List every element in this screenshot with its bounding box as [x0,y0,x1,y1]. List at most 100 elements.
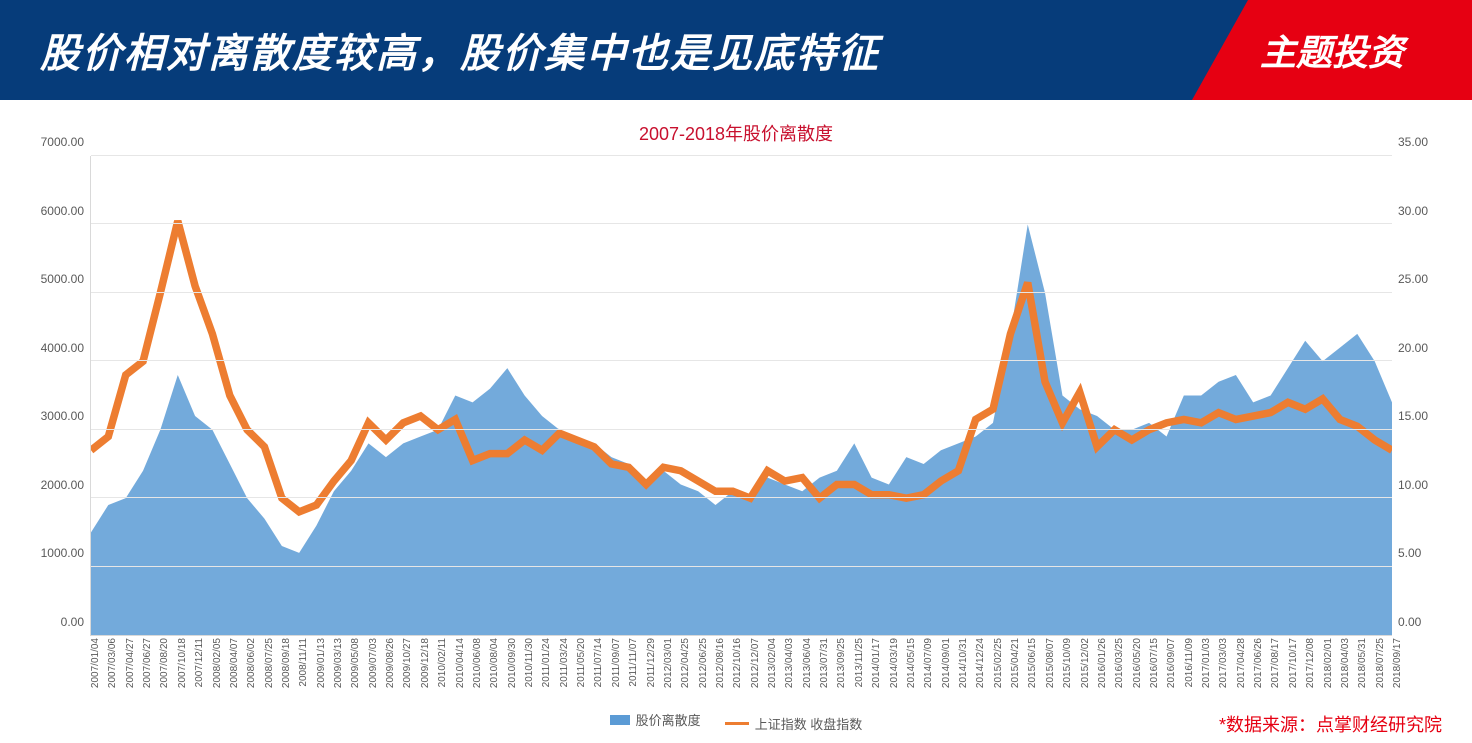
x-tick: 2015/04/21 [1010,638,1021,688]
x-tick: 2011/01/24 [541,638,552,687]
x-tick: 2008/11/11 [298,638,309,687]
x-tick: 2010/09/30 [507,638,518,688]
slide-title: 股价相对离散度较高，股价集中也是见底特征 [40,21,880,79]
x-tick: 2017/03/03 [1218,638,1229,688]
x-tick: 2008/06/02 [246,638,257,688]
x-tick: 2011/07/14 [593,638,604,687]
x-tick: 2014/10/31 [958,638,969,688]
legend-item: 上证指数 收盘指数 [725,714,863,733]
y-axis-left: 0.001000.002000.003000.004000.005000.006… [30,156,90,636]
area-series [91,224,1392,635]
x-tick: 2011/03/24 [559,638,570,687]
x-tick: 2010/11/30 [524,638,535,687]
gridline [91,429,1392,430]
x-tick: 2017/12/08 [1305,638,1316,688]
x-tick: 2010/04/14 [455,638,466,688]
x-tick: 2018/04/03 [1340,638,1351,688]
x-tick: 2018/02/01 [1323,638,1334,688]
legend-label: 上证指数 收盘指数 [755,714,863,733]
x-tick: 2018/05/31 [1357,638,1368,688]
x-tick: 2014/12/24 [975,638,986,688]
x-tick: 2012/04/25 [680,638,691,688]
x-tick: 2017/06/26 [1253,638,1264,688]
x-tick: 2007/01/04 [90,638,101,688]
y-tick: 5000.00 [24,272,84,286]
x-tick: 2011/12/29 [646,638,657,687]
x-tick: 2018/09/17 [1392,638,1403,688]
x-tick: 2016/05/20 [1132,638,1143,688]
plot-canvas [90,156,1392,636]
gridline [91,566,1392,567]
y-tick: 15.00 [1398,409,1448,423]
x-tick: 2008/02/05 [212,638,223,688]
y-tick: 10.00 [1398,478,1448,492]
x-tick: 2013/07/31 [819,638,830,688]
y-tick: 0.00 [1398,615,1448,629]
x-tick: 2007/08/20 [159,638,170,688]
y-tick: 20.00 [1398,341,1448,355]
x-tick: 2010/08/04 [489,638,500,688]
legend-swatch [610,715,630,725]
x-tick: 2014/05/15 [906,638,917,688]
gridline [91,292,1392,293]
x-tick: 2015/02/25 [993,638,1004,688]
gridline [91,155,1392,156]
x-tick: 2016/01/26 [1097,638,1108,688]
x-tick: 2009/05/08 [350,638,361,688]
y-tick: 30.00 [1398,204,1448,218]
x-tick: 2018/07/25 [1375,638,1386,688]
x-tick: 2012/12/07 [750,638,761,688]
x-tick: 2012/10/16 [732,638,743,688]
x-tick: 2017/08/17 [1270,638,1281,688]
gridline [91,497,1392,498]
x-tick: 2013/11/25 [854,638,865,687]
y-tick: 1000.00 [24,546,84,560]
x-tick: 2014/01/17 [871,638,882,688]
x-tick: 2012/08/16 [715,638,726,688]
x-tick: 2017/01/03 [1201,638,1212,688]
y-tick: 5.00 [1398,546,1448,560]
y-tick: 35.00 [1398,135,1448,149]
x-tick: 2008/09/18 [281,638,292,688]
x-tick: 2015/06/15 [1027,638,1038,688]
y-tick: 25.00 [1398,272,1448,286]
slide-badge: 主题投资 [1192,0,1472,100]
x-tick: 2014/07/09 [923,638,934,688]
x-tick: 2015/12/02 [1080,638,1091,688]
gridline [91,223,1392,224]
y-tick: 0.00 [24,615,84,629]
y-tick: 2000.00 [24,478,84,492]
x-tick: 2016/09/07 [1166,638,1177,688]
legend-label: 股价离散度 [636,710,701,729]
x-tick: 2016/03/25 [1114,638,1125,688]
y-tick: 7000.00 [24,135,84,149]
x-tick: 2016/11/09 [1184,638,1195,687]
slide-header: 股价相对离散度较高，股价集中也是见底特征 主题投资 [0,0,1472,100]
gridline [91,360,1392,361]
y-tick: 6000.00 [24,204,84,218]
y-tick: 4000.00 [24,341,84,355]
chart-plot-area: 0.001000.002000.003000.004000.005000.006… [30,156,1442,636]
x-tick: 2007/10/18 [177,638,188,688]
x-tick: 2013/09/25 [836,638,847,688]
x-tick: 2009/07/03 [368,638,379,688]
x-tick: 2007/12/11 [194,638,205,687]
x-tick: 2007/06/27 [142,638,153,688]
x-axis: 2007/01/042007/03/062007/04/272007/06/27… [90,636,1392,706]
x-tick: 2015/10/09 [1062,638,1073,688]
x-tick: 2017/04/28 [1236,638,1247,688]
x-tick: 2010/02/11 [437,638,448,687]
x-tick: 2014/09/01 [941,638,952,688]
legend-swatch [725,722,749,725]
x-tick: 2010/06/08 [472,638,483,688]
x-tick: 2011/09/07 [611,638,622,687]
x-tick: 2008/07/25 [264,638,275,688]
x-tick: 2017/10/17 [1288,638,1299,688]
x-tick: 2007/03/06 [107,638,118,688]
x-tick: 2011/11/07 [628,638,639,687]
x-tick: 2012/06/25 [698,638,709,688]
y-axis-right: 0.005.0010.0015.0020.0025.0030.0035.00 [1392,156,1442,636]
chart-container: 2007-2018年股价离散度 0.001000.002000.003000.0… [0,100,1472,743]
x-tick: 2013/02/04 [767,638,778,688]
x-tick: 2009/12/18 [420,638,431,688]
